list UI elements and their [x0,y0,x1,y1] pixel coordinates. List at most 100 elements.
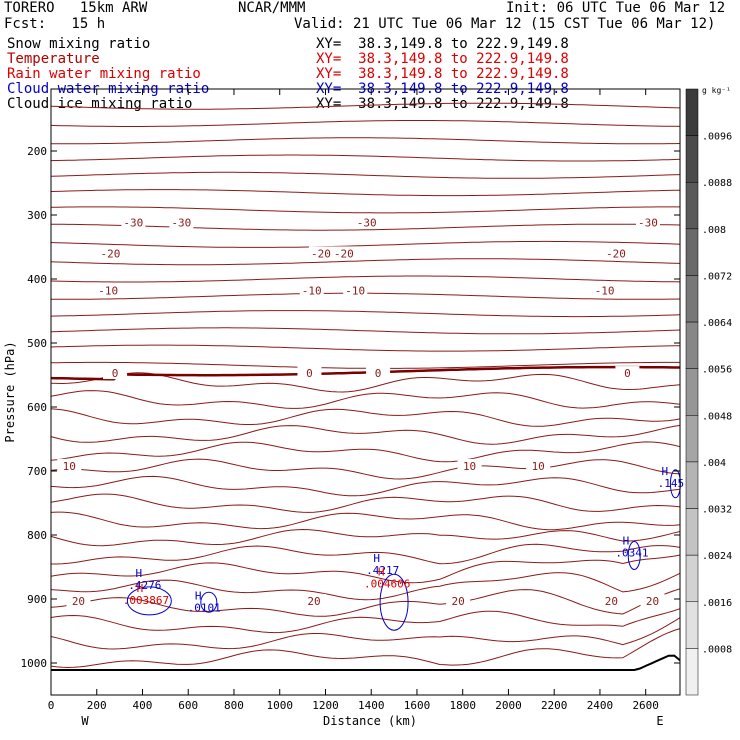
colorbar-segment [685,648,699,696]
x-tick-label: 1200 [312,699,339,712]
isotherm-line [50,361,680,369]
isotherm-line [50,327,681,335]
x-tick-label: 1400 [358,699,385,712]
field-label-rain: Rain water mixing ratio [7,66,201,82]
isotherm-line [50,120,681,127]
contour-label-bg [57,458,82,472]
contour-label: 10 [463,460,476,473]
contour-label-bg [297,366,322,380]
y-tick-label: 700 [27,465,47,478]
contour-label: -30 [123,217,143,230]
isotherm-line [51,137,681,145]
maximum-value: .4217 [366,564,399,577]
isotherm-line [50,154,681,162]
isotherm-line [50,390,681,409]
contour-label: -20 [334,247,354,260]
contour-label: 0 [306,367,313,380]
isotherm-line [50,441,681,463]
freezing-line [50,365,680,381]
contour-label: 10 [63,460,76,473]
cloud-water-contour [379,573,409,631]
contour-label-bg [169,215,194,229]
x-tick-label: 400 [133,699,153,712]
isotherm-line [50,458,681,480]
contour-label: 20 [307,595,320,608]
contour-label: 20 [605,595,618,608]
colorbar-tick-label: .008 [702,225,726,236]
field-label-snow: Snow mixing ratio [7,36,151,52]
x-tick-label: 1800 [449,699,476,712]
y-tick-label: 600 [27,401,47,414]
contour-label: -30 [357,217,377,230]
contour-label-bg [446,593,471,607]
contour-label: 0 [375,367,382,380]
isotherm-line [50,223,681,231]
contour-label-bg [302,593,327,607]
cloud-water-contour [126,586,172,616]
y-tick-label: 200 [27,145,47,158]
contour-labels: -30 -30 -30 -30-20 -20 -20 -20-10 -10 -10 -100 0 0 0… [57,215,665,608]
x-axis: 0 200 400 600 800 1000 1200 1400 1600 1800 2000 220… [48,89,659,712]
contour-label-bg [299,283,324,297]
contour-label: 0 [112,367,119,380]
contour-label: -30 [638,217,658,230]
y-axis-title: Pressure (hPa) [3,341,17,442]
colorbar-tick-label: .0056 [702,365,732,376]
contour-label: -10 [98,285,118,298]
isotherm-line [50,240,681,248]
x-tick-label: 2600 [632,699,659,712]
east-label: E [656,714,663,728]
y-tick-label: 500 [27,337,47,350]
colorbar-segment [685,181,699,230]
maximum-h-marker: H [135,567,142,580]
isotherm-line [50,608,681,634]
isotherm-line [51,543,681,565]
x-tick-label: 2200 [541,699,568,712]
field-xy-temperature: XY= 38.3,149.8 to 222.9,149.8 [316,51,569,67]
maximum-value: .145 [658,477,685,490]
colorbar-tick-label: .0008 [702,644,732,655]
colorbar-segment [685,554,699,603]
isotherm-line [50,628,681,669]
field-label-cloud-water: Cloud water mixing ratio [7,81,210,97]
field-label-temperature: Temperature [7,51,100,67]
isotherm-line [50,475,681,497]
isotherm-line [50,511,681,531]
isotherm-line [50,189,681,197]
y-tick-label: 800 [27,529,47,542]
temperature-contours [50,102,681,669]
colorbar-units: g kg⁻¹ [702,86,731,95]
contour-label-bg [366,366,391,380]
terrain-line [51,654,681,671]
isotherm-line [50,171,681,179]
maximum-value: .0101 [188,602,221,615]
isotherm-line [50,206,680,214]
contour-label: -10 [302,285,322,298]
cloud-water-contour [627,540,641,570]
colorbar-segment [685,601,699,649]
y-tick-label: 300 [27,209,47,222]
colorbar: .0096 .0088 .008 .0072 .0064 .0056 .0048 .004 .0… [685,86,732,696]
y-tick-label: 400 [27,273,47,286]
colorbar-tick-label: .0016 [702,598,732,609]
field-xy-snow: XY= 38.3,149.8 to 222.9,149.8 [316,36,569,52]
contour-label: 20 [452,595,465,608]
contour-label-bg [354,215,379,229]
contour-label-bg [457,458,482,472]
colorbar-tick-label: .0088 [702,178,732,189]
contour-label-bg [599,593,624,607]
forecast-hour: Fcst: 15 h [4,16,106,32]
contour-label-bg [640,593,665,607]
contour-label-bg [615,366,640,380]
field-xy-rain: XY= 38.3,149.8 to 222.9,149.8 [316,66,569,82]
isotherm-line [50,344,681,352]
x-tick-label: 200 [87,699,107,712]
contour-label: 20 [646,595,659,608]
contour-label-bg [121,215,146,229]
y-tick-label: 1000 [21,657,48,670]
colorbar-segment [685,275,699,323]
field-xy-cloud-ice: XY= 38.3,149.8 to 222.9,149.8 [316,96,569,112]
org-label: NCAR/MMM [238,0,306,16]
